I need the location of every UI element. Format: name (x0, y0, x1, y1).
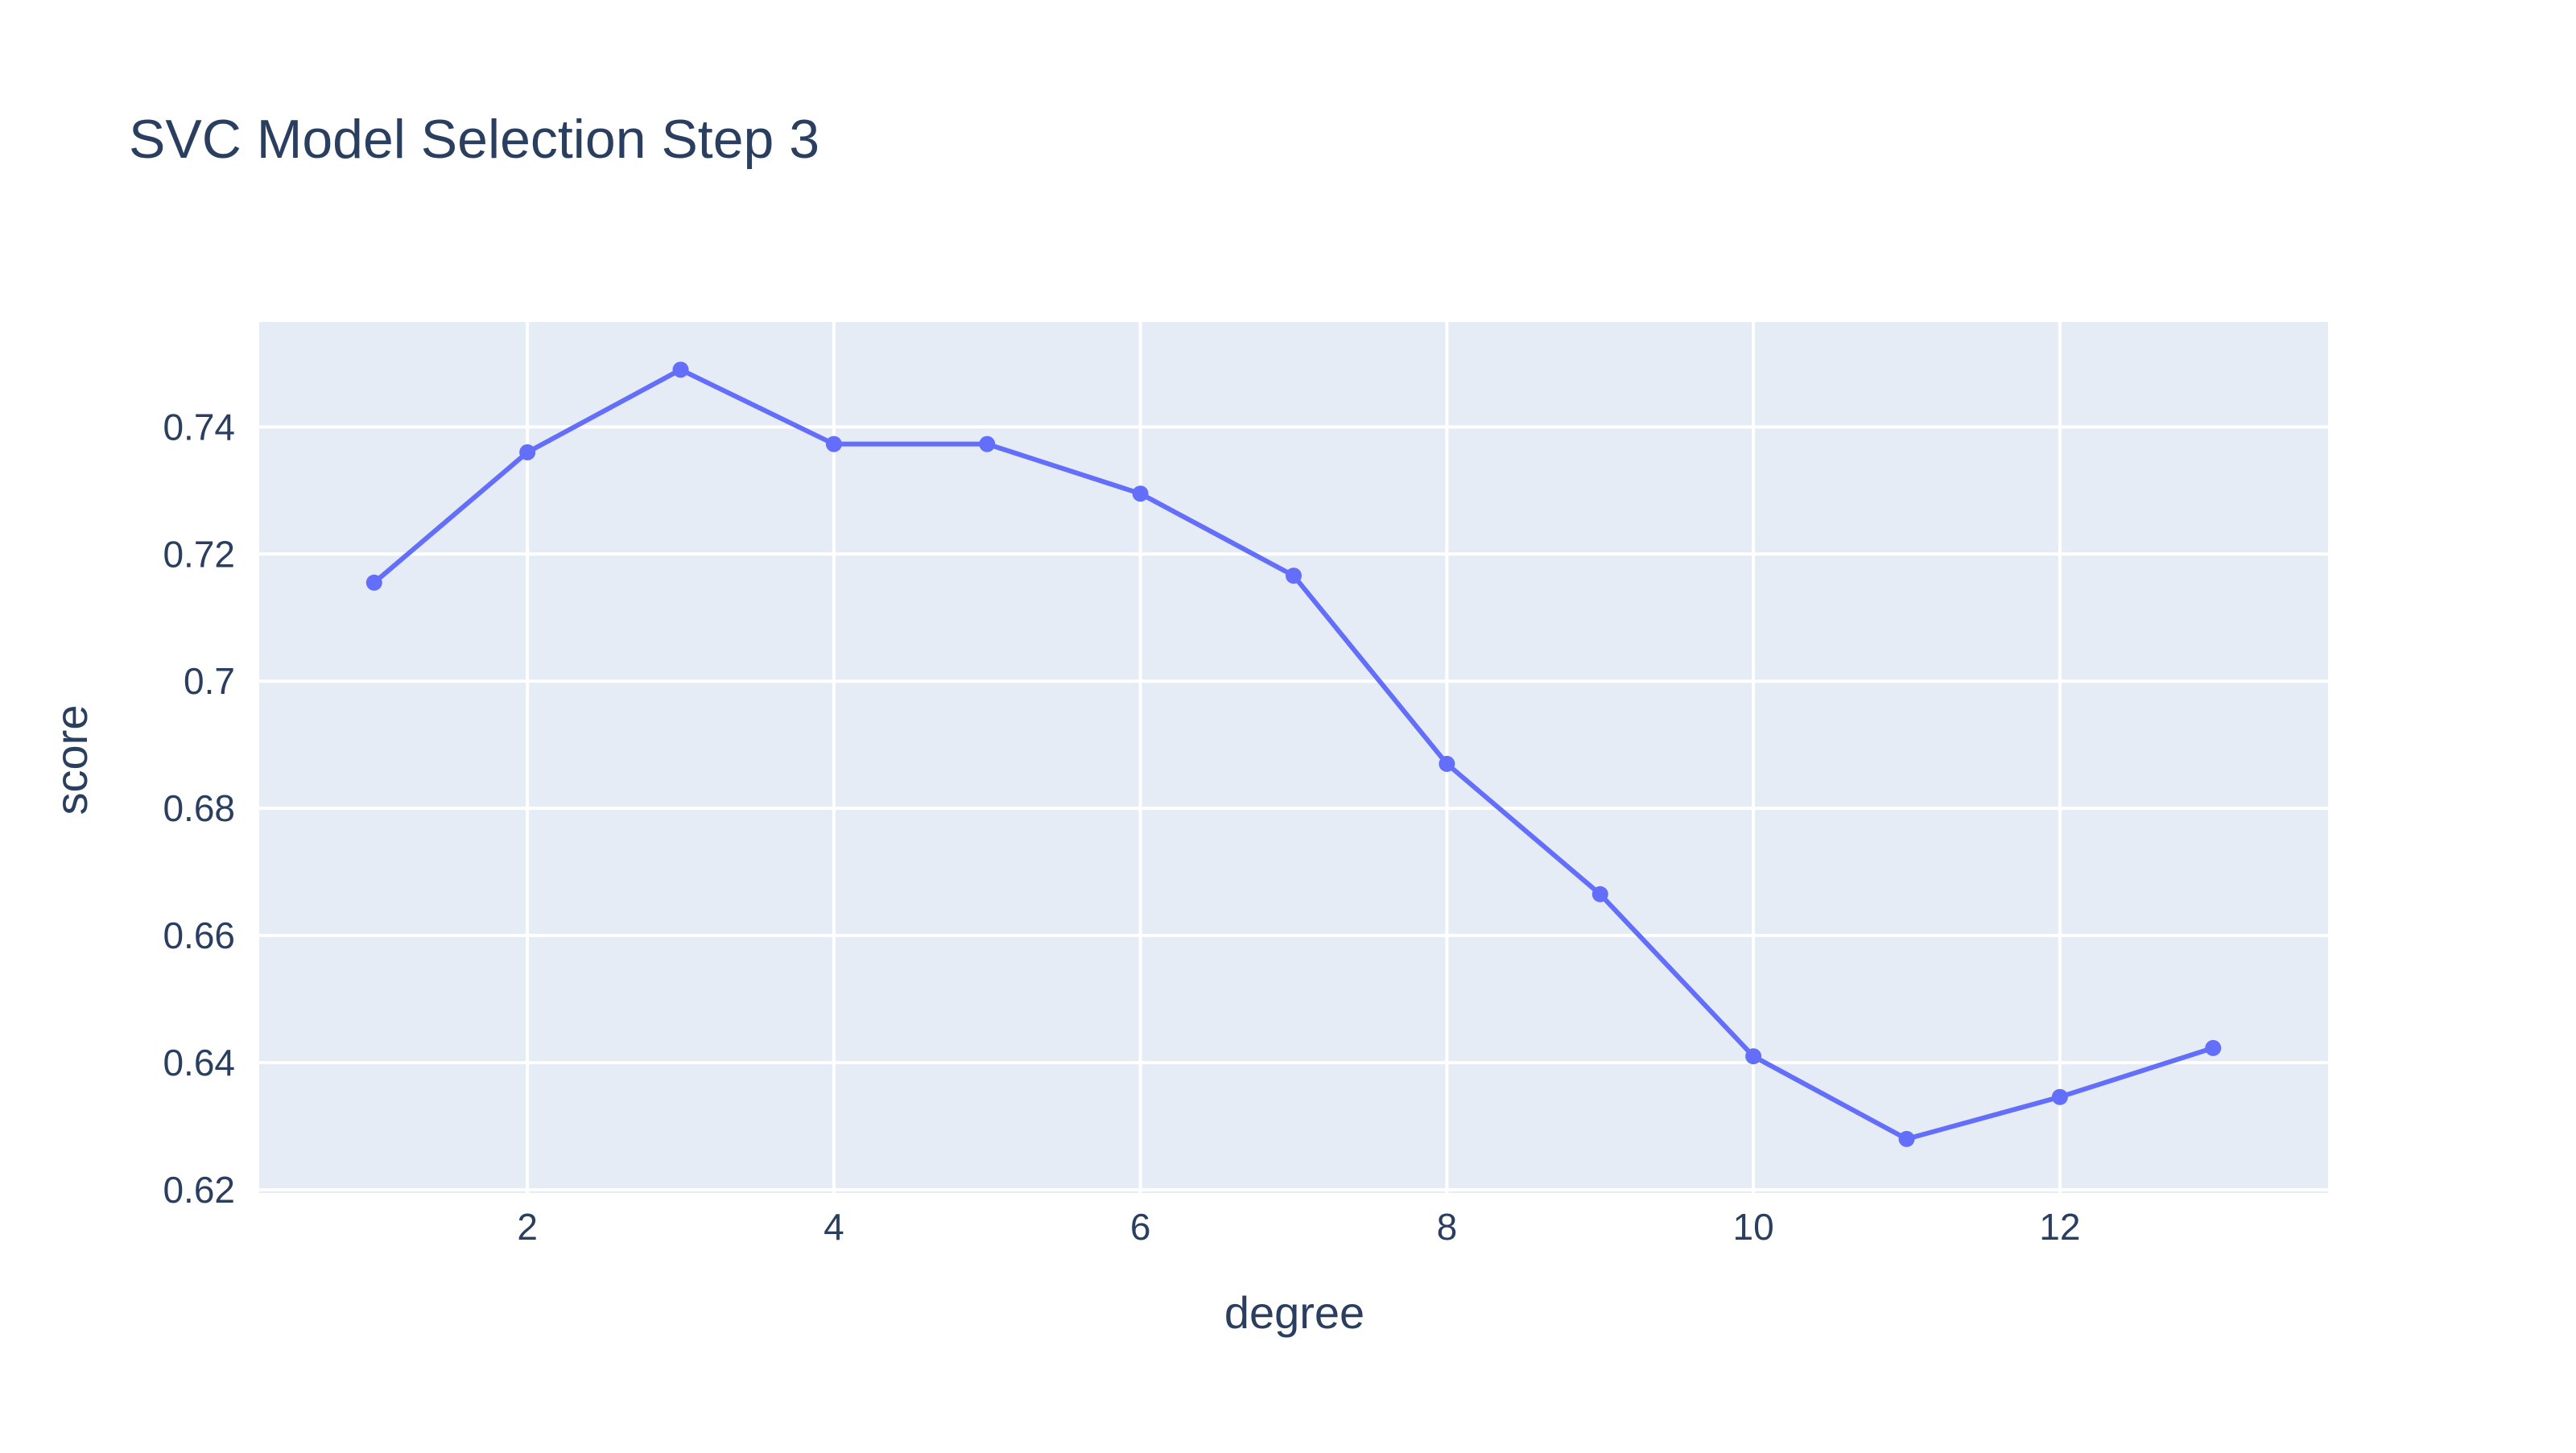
data-point (365, 574, 382, 591)
chart-title: SVC Model Selection Step 3 (129, 109, 819, 170)
data-point (1439, 755, 1455, 772)
y-axis-ticks: 0.62 0.64 0.66 0.68 0.7 0.72 0.74 (163, 406, 235, 1211)
y-tick-label: 0.72 (163, 533, 235, 575)
y-tick-label: 0.68 (163, 787, 235, 829)
plot-area (259, 322, 2328, 1193)
data-point (1591, 885, 1608, 902)
data-point (1132, 485, 1149, 502)
x-axis-ticks: 2 4 6 8 10 12 (517, 1206, 2080, 1248)
data-point (1286, 568, 1302, 584)
plot-background (259, 322, 2328, 1193)
data-point (2051, 1088, 2068, 1105)
y-tick-label: 0.66 (163, 914, 235, 956)
x-tick-label: 2 (517, 1206, 538, 1248)
y-tick-label: 0.74 (163, 406, 235, 448)
data-point (1898, 1130, 1915, 1147)
series-layer (365, 361, 2222, 1147)
data-point (1745, 1048, 1762, 1065)
y-tick-label: 0.64 (163, 1042, 235, 1084)
grid-lines (259, 322, 2328, 1193)
data-point (519, 444, 536, 460)
y-tick-label: 0.62 (163, 1169, 235, 1211)
y-tick-label: 0.7 (184, 660, 235, 702)
x-tick-label: 12 (2039, 1206, 2080, 1248)
x-tick-label: 4 (824, 1206, 844, 1248)
y-axis-title: score (46, 705, 97, 815)
x-tick-label: 8 (1437, 1206, 1458, 1248)
data-point (2205, 1039, 2222, 1056)
data-point (672, 361, 689, 378)
data-point (979, 435, 996, 452)
x-axis-title: degree (1224, 1287, 1364, 1338)
x-tick-label: 10 (1733, 1206, 1774, 1248)
data-point (825, 435, 842, 452)
x-tick-label: 6 (1130, 1206, 1151, 1248)
